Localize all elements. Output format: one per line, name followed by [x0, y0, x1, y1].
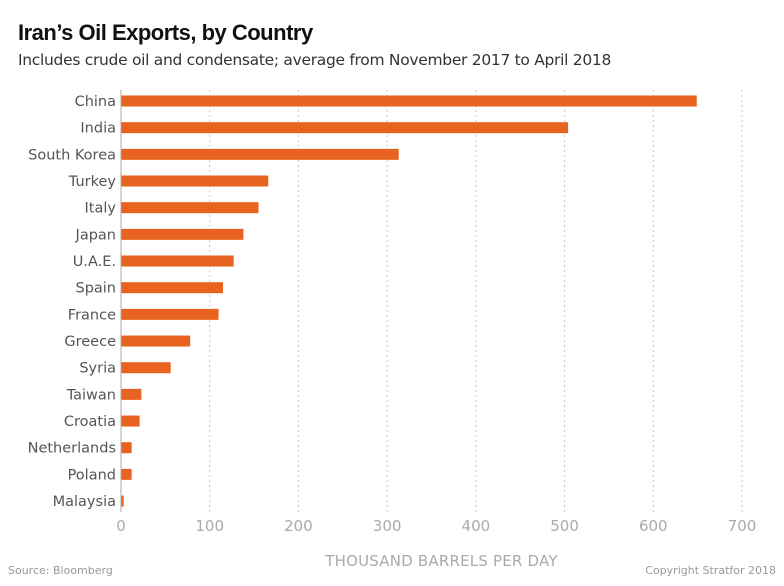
x-tick-label: 200 — [284, 517, 313, 535]
x-tick-label: 400 — [462, 517, 491, 535]
category-label: Japan — [75, 227, 116, 243]
gridlines — [209, 90, 743, 512]
category-label: Greece — [64, 334, 116, 350]
category-labels: China India South Korea Turkey Italy Japan U.A… — [28, 94, 117, 510]
category-label: Italy — [85, 201, 117, 217]
category-label: Poland — [68, 467, 116, 483]
x-tick-label: 500 — [550, 517, 579, 535]
bars — [121, 95, 697, 507]
bar — [121, 175, 269, 187]
bar — [121, 122, 569, 134]
chart-title: Iran’s Oil Exports, by Country — [18, 20, 313, 45]
source-note: Source: Bloomberg — [8, 564, 113, 577]
bar — [121, 388, 142, 400]
x-tick-label: 100 — [195, 517, 224, 535]
category-label: South Korea — [28, 147, 116, 163]
category-label: Netherlands — [28, 441, 116, 457]
bar — [121, 415, 140, 427]
bar — [121, 282, 224, 294]
bar — [121, 255, 234, 267]
x-tick-labels: 0 100 200 300 400 500 600 700 — [116, 517, 756, 535]
copyright-note: Copyright Stratfor 2018 — [645, 564, 776, 577]
x-tick-label: 0 — [116, 517, 126, 535]
bar — [121, 442, 132, 454]
bar — [121, 335, 191, 347]
bar — [121, 308, 219, 320]
bar — [121, 495, 124, 507]
category-label: Malaysia — [53, 494, 116, 510]
category-label: China — [75, 94, 116, 110]
bar — [121, 468, 132, 480]
category-label: Spain — [75, 281, 116, 297]
category-label: U.A.E. — [73, 254, 116, 270]
category-label: Syria — [79, 361, 116, 377]
x-tick-label: 300 — [373, 517, 402, 535]
bar — [121, 95, 697, 107]
bar — [121, 362, 171, 374]
category-label: France — [68, 307, 116, 323]
x-tick-label: 600 — [639, 517, 668, 535]
chart-subtitle: Includes crude oil and condensate; avera… — [18, 51, 612, 69]
x-tick-label: 700 — [728, 517, 757, 535]
category-label: India — [80, 121, 116, 137]
category-label: Turkey — [68, 174, 117, 190]
bar — [121, 228, 244, 240]
bar — [121, 148, 399, 160]
x-axis-label: THOUSAND BARRELS PER DAY — [324, 552, 558, 570]
bar — [121, 202, 259, 214]
category-label: Croatia — [64, 414, 116, 430]
category-label: Taiwan — [66, 387, 116, 403]
